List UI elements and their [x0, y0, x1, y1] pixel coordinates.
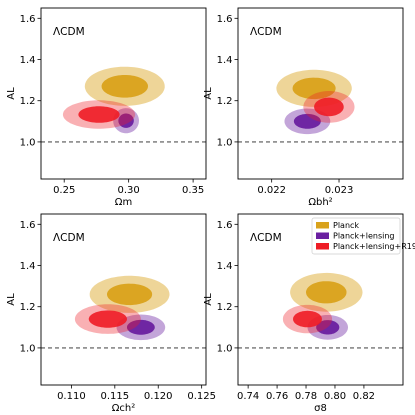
x-axis-label: Ωch²	[112, 403, 136, 414]
legend-swatch-planck-lensing	[316, 232, 329, 239]
legend-label: Planck+lensing+R19	[333, 242, 415, 251]
y-tick-label: 1.2	[217, 96, 233, 107]
panel-top-left: 0.25 0.30 0.35 1.0 1.2 1.4 1.6 ΛCDM Ωm AL	[6, 7, 207, 208]
y-tick-label: 1.6	[217, 14, 233, 25]
x-axis-label: Ωm	[115, 197, 132, 208]
x-tick-label: 0.76	[266, 391, 288, 402]
contour-1sigma-planck-lensing	[127, 319, 155, 335]
panel-top-right: 0.022 0.023 1.0 1.2 1.4 1.6 ΛCDM Ωbh² AL	[203, 7, 404, 208]
axes-frame	[40, 213, 207, 386]
y-tick-label: 1.4	[20, 55, 36, 66]
y-tick-label: 1.0	[217, 343, 233, 354]
model-label: ΛCDM	[250, 26, 282, 38]
contour-1sigma-planck-lensing	[293, 113, 321, 129]
y-tick-label: 1.0	[20, 137, 36, 148]
y-tick-label: 1.6	[217, 220, 233, 231]
axes-frame	[237, 213, 404, 386]
legend-label: Planck+lensing	[333, 232, 395, 241]
x-tick-label: 0.022	[257, 185, 286, 196]
contour-1sigma-planck	[107, 283, 153, 306]
x-tick-label: 0.110	[57, 391, 86, 402]
x-tick-label: 0.78	[295, 391, 317, 402]
contour-1sigma-planck-lensing-r19	[314, 97, 344, 117]
x-axis-label: Ωbh²	[308, 197, 332, 208]
x-tick-label: 0.120	[144, 391, 173, 402]
contour-1sigma-planck-lensing	[316, 320, 340, 335]
plot-area	[41, 275, 206, 349]
x-tick-label: 0.30	[118, 185, 140, 196]
x-axis-label: σ8	[314, 403, 327, 414]
legend-swatch-planck	[316, 222, 329, 229]
contour-1sigma-planck-lensing-r19	[88, 310, 127, 328]
y-tick-label: 1.0	[20, 343, 36, 354]
y-axis-label: AL	[6, 293, 17, 306]
contour-1sigma-planck-lensing-r19	[293, 310, 322, 328]
x-tick-label: 0.35	[182, 185, 204, 196]
y-axis-label: AL	[203, 293, 214, 306]
y-tick-label: 1.2	[20, 302, 36, 313]
panel-bottom-right: 0.74 0.76 0.78 0.80 0.82 1.0 1.2 1.4 1.6 ΛCDM σ8 AL…	[203, 213, 415, 414]
y-tick-label: 1.2	[20, 96, 36, 107]
legend-box	[311, 217, 401, 255]
x-tick-label: 0.125	[187, 391, 216, 402]
legend-swatch-planck-lensing-r19	[316, 243, 329, 250]
axes-frame	[237, 7, 404, 180]
panel-bottom-left: 0.110 0.115 0.120 0.125 1.0 1.2 1.4 1.6 ΛCDM Ωch²…	[6, 213, 216, 414]
x-tick-label: 0.115	[100, 391, 129, 402]
y-axis-label: AL	[203, 87, 214, 100]
model-label: ΛCDM	[53, 232, 85, 244]
model-label: ΛCDM	[53, 26, 85, 38]
x-tick-label: 0.74	[237, 391, 259, 402]
contour-1sigma-planck	[292, 77, 336, 100]
axes-frame	[40, 7, 207, 180]
x-tick-label: 0.023	[325, 185, 354, 196]
contour-1sigma-planck-lensing-r19	[78, 106, 120, 123]
y-tick-label: 1.2	[217, 302, 233, 313]
plot-area	[41, 66, 206, 143]
contour-1sigma-planck-lensing	[118, 113, 134, 128]
legend-label: Planck	[333, 221, 359, 230]
plot-area	[238, 69, 403, 143]
contour-1sigma-planck	[101, 75, 148, 98]
y-tick-label: 1.4	[20, 261, 36, 272]
y-tick-label: 1.4	[217, 261, 233, 272]
contour-1sigma-planck	[306, 281, 347, 304]
y-tick-label: 1.6	[20, 220, 36, 231]
plot-area	[238, 272, 403, 349]
model-label: ΛCDM	[250, 232, 282, 244]
y-tick-label: 1.6	[20, 14, 36, 25]
y-tick-label: 1.0	[217, 137, 233, 148]
x-tick-label: 0.25	[53, 185, 75, 196]
y-tick-label: 1.4	[217, 55, 233, 66]
y-axis-label: AL	[6, 87, 17, 100]
x-tick-label: 0.80	[324, 391, 346, 402]
x-tick-label: 0.82	[353, 391, 375, 402]
